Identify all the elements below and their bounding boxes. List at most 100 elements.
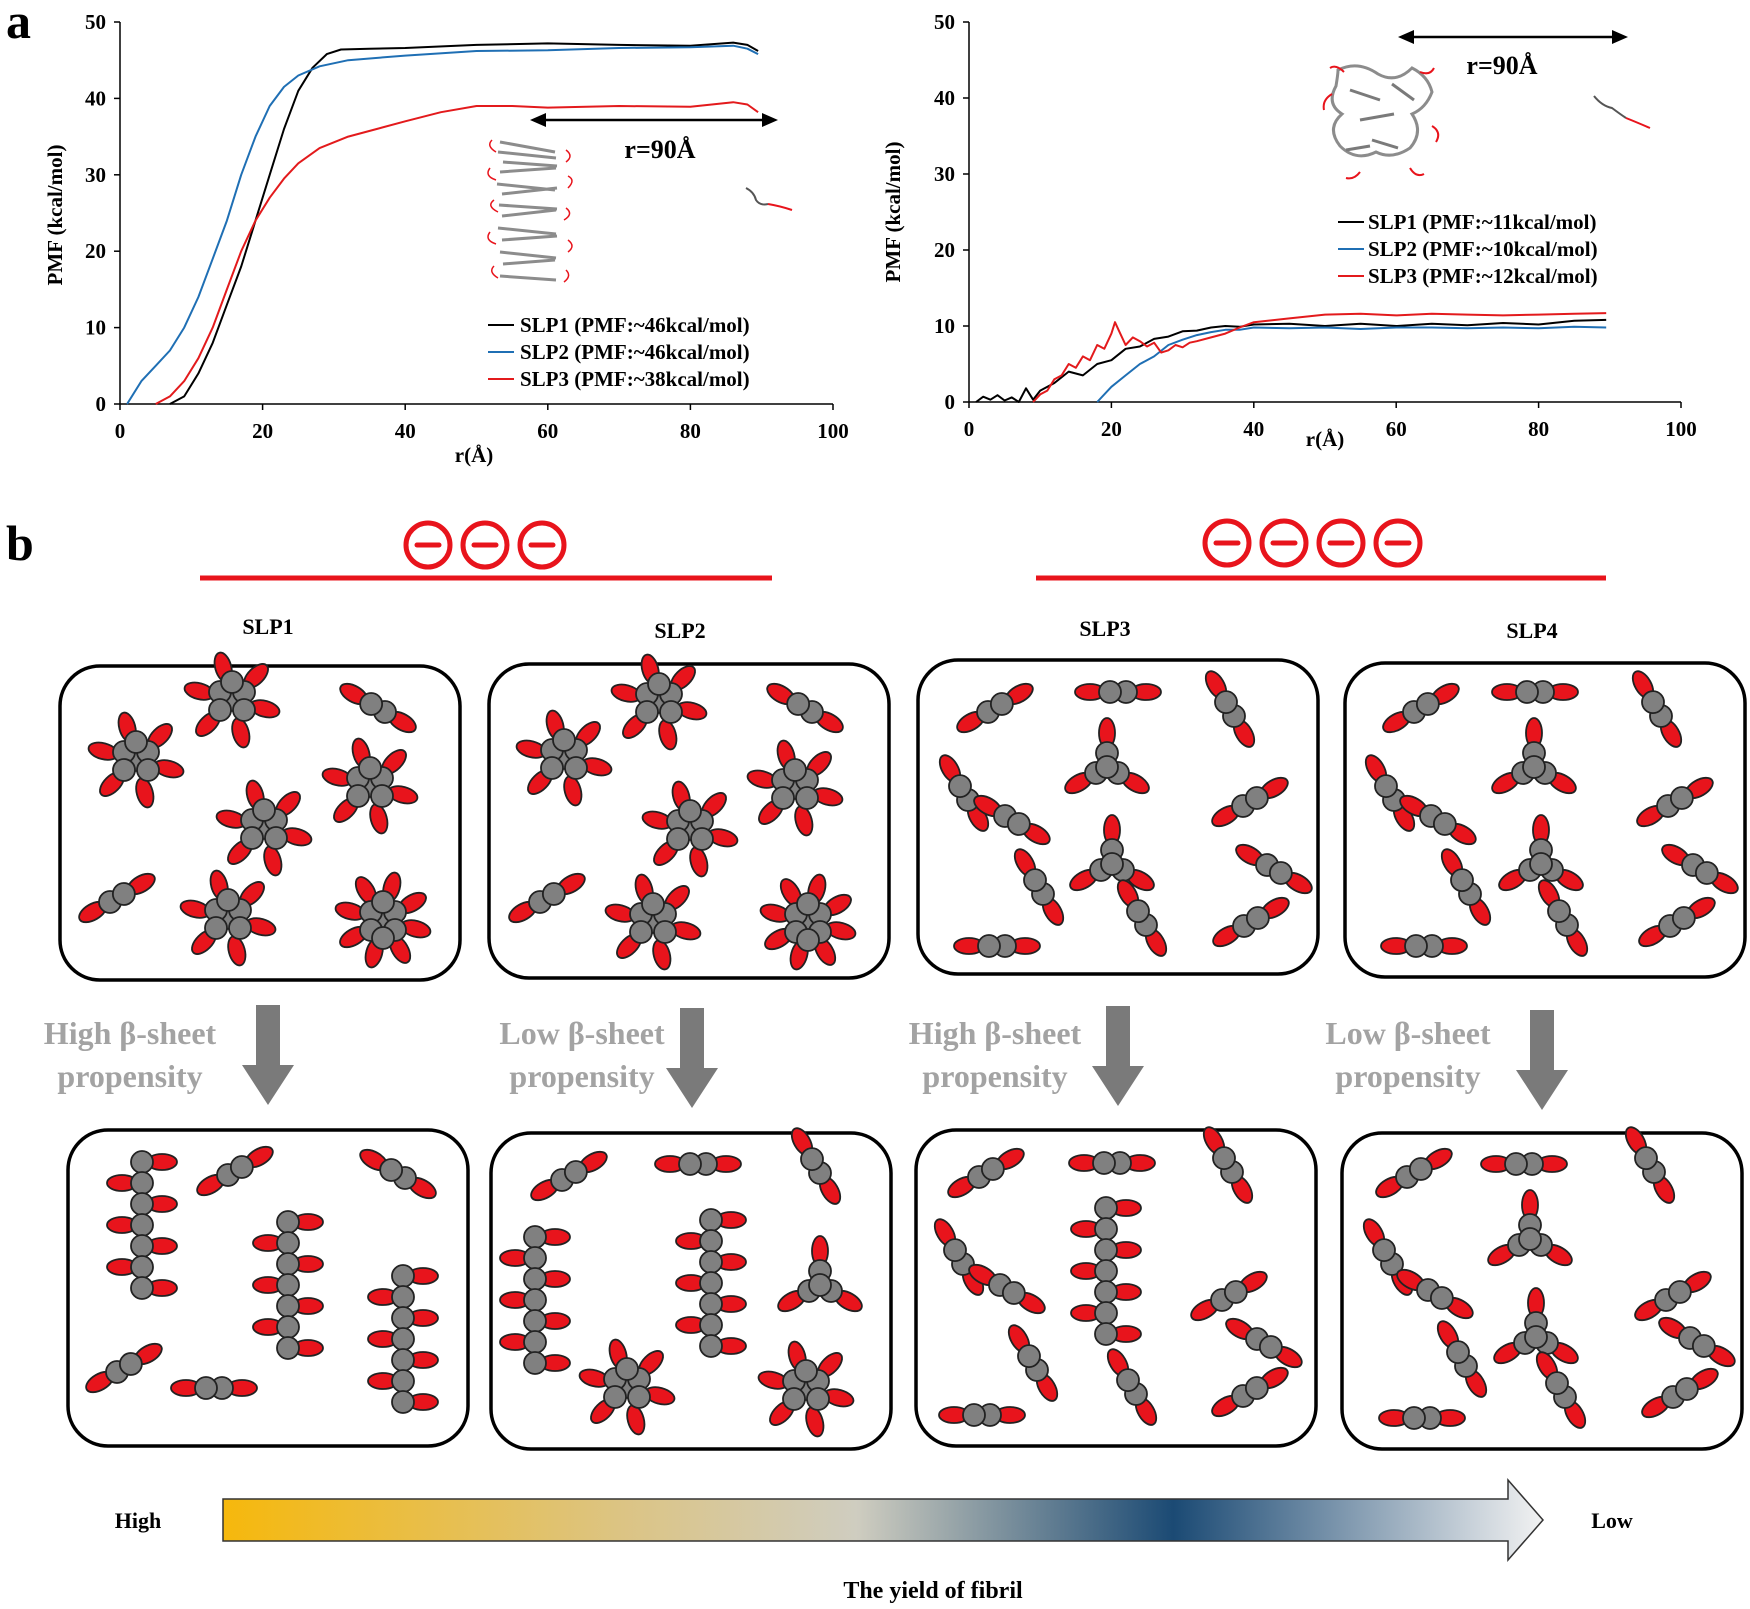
distance-arrow [1398,30,1628,44]
y-tick-label: 0 [96,392,107,416]
peptide-oligomer [215,779,313,877]
peptide-monomer [947,1147,1025,1199]
peptide-monomer [1235,843,1313,895]
peptide-oligomer [604,873,702,971]
peptide-monomer [85,1342,163,1394]
peptide-monomer [938,1403,1026,1427]
series-line-slp1 [975,318,1607,403]
peptide-monomer [1364,754,1416,832]
peptide-oligomer [759,873,857,971]
peptide-monomer [1634,1270,1712,1322]
peptide-monomer [1013,848,1065,926]
propensity-label: propensity [509,1058,654,1094]
peptide-oligomer [641,780,739,878]
x-tick-label: 80 [680,419,701,443]
x-tick-label: 40 [395,419,416,443]
yield-gradient-arrow [222,1478,1544,1562]
x-tick-label: 20 [252,419,273,443]
peptide-monomer [78,872,156,924]
peptide-monomer [654,1152,742,1176]
x-tick-label: 0 [115,419,126,443]
peptide-monomer [1399,794,1477,846]
distance-label: r=90Å [624,135,695,164]
y-tick-label: 10 [934,314,955,338]
peptide-monomer [953,934,1041,958]
peptide-monomer [1491,680,1579,704]
charge-symbols [1202,518,1423,568]
legend-label: SLP3 (PMF:~12kcal/mol) [1368,264,1598,288]
peptide-monomer [956,682,1034,734]
peptide-monomer [1636,776,1714,828]
column-label-slp4: SLP4 [1506,618,1557,643]
peptide-monomer [1396,1268,1474,1320]
negative-charge-icon [403,520,453,570]
peptide-monomer [508,872,586,924]
beta-sheet-fibril [252,1210,324,1360]
charge-symbols [403,520,567,570]
series-line-slp1 [169,41,759,405]
peptide-chain-illustration [745,187,793,211]
peptide-monomer [1190,1270,1268,1322]
x-axis-label: r(Å) [455,443,493,467]
down-arrow [1092,1006,1144,1106]
chart-right: 0 20 40 60 80 100 0 10 20 30 40 50 PMF (kcal/mol) r… [881,10,1697,451]
peptide-oligomer [515,709,613,807]
legend: SLP1 (PMF:~46kcal/mol) SLP2 (PMF:~46kcal… [488,313,750,391]
peptide-monomer [1380,934,1468,958]
beta-sheet-fibril [499,1225,571,1375]
peptide-monomer [1624,1126,1676,1204]
peptide-monomer [1658,1316,1736,1368]
peptide-oligomer [757,1340,855,1438]
peptide-oligomer [334,871,432,969]
negative-charge-icon [1202,518,1252,568]
y-tick-label: 10 [85,316,106,340]
y-tick-label: 30 [934,162,955,186]
peptide-monomer [1631,670,1683,748]
peptide-monomer [530,1150,608,1202]
beta-sheet-fibril [367,1264,439,1414]
peptide-monomer [1440,848,1492,926]
peptide-trimer [1498,814,1584,892]
y-tick-label: 50 [85,10,106,34]
series-layer [975,312,1607,403]
distance-arrow [530,113,778,127]
y-axis-label: PMF (kcal/mol) [881,142,905,283]
peptide-trimer [1491,717,1577,795]
series-line-slp2 [1096,325,1607,403]
fibril-structure-illustration [487,139,573,283]
peptide-monomer [1537,879,1589,957]
yield-high-label: High [115,1508,161,1533]
peptide-oligomer [179,869,277,967]
solution-box-after [1340,1131,1744,1451]
peptide-monomer [973,794,1051,846]
legend-label: SLP2 (PMF:~46kcal/mol) [520,340,750,364]
beta-sheet-fibril [106,1150,178,1300]
peptide-monomer [1436,1320,1488,1398]
peptide-trimer [1487,1189,1573,1267]
column-label-slp1: SLP1 [242,614,293,639]
peptide-monomer [1375,1147,1453,1199]
y-tick-label: 20 [934,238,955,262]
peptide-monomer [1211,1366,1289,1418]
down-arrow [1516,1010,1568,1110]
peptide-monomer [790,1127,842,1205]
propensity-label: propensity [922,1058,1067,1094]
aggregate-structure-illustration [1322,64,1440,180]
y-axis-label: PMF (kcal/mol) [43,145,67,286]
series-line-slp2 [126,44,759,405]
legend-label: SLP3 (PMF:~38kcal/mol) [520,367,750,391]
negative-charge-icon [1373,518,1423,568]
chart-left: 0 20 40 60 80 100 0 10 20 30 40 50 PMF (kcal/mol) r… [43,10,849,467]
x-tick-label: 60 [537,419,558,443]
peptide-chain-illustration [1593,95,1651,129]
peptide-monomer [1204,670,1256,748]
peptide-monomer [1378,1406,1466,1430]
peptide-trimer [1069,814,1155,892]
down-arrow [666,1008,718,1108]
peptide-monomer [1661,843,1739,895]
propensity-label: propensity [57,1058,202,1094]
x-tick-label: 40 [1243,417,1264,441]
x-tick-label: 100 [817,419,849,443]
y-tick-label: 0 [945,390,956,414]
y-tick-label: 40 [85,86,106,110]
